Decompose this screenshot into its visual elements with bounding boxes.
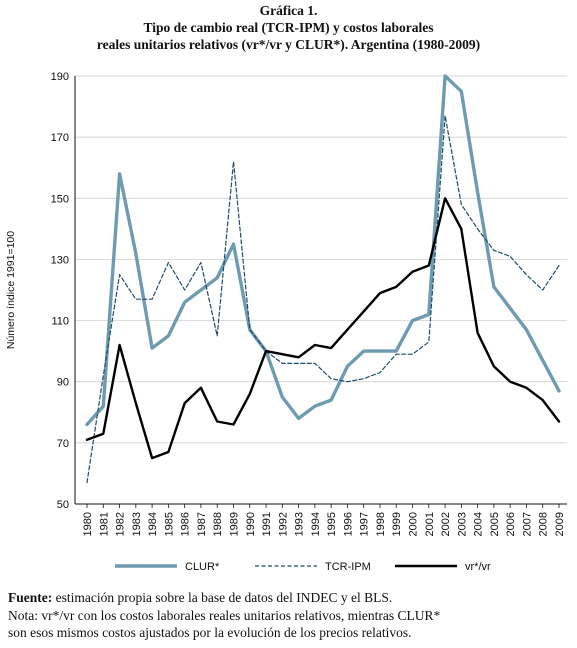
x-tick-label: 1989 [228,512,240,536]
chart-notes: Fuente: estimación propia sobre la base … [8,589,573,642]
x-tick-label: 1986 [180,512,192,536]
x-tick-label: 1984 [147,512,159,536]
series-line-1 [86,115,560,484]
y-tick-label: 70 [57,438,69,450]
y-tick-labels: 50 70 90 110 130 150 170 190 [51,71,69,511]
series-line-2 [85,197,561,460]
x-tick-label: 1987 [196,512,208,536]
x-tick-label: 1985 [163,512,175,536]
x-tick-label: 2008 [538,512,550,536]
axes [74,76,567,505]
x-tick-label: 1998 [375,512,387,536]
series-line-0 [85,74,561,427]
source-text: estimación propia sobre la base de datos… [55,590,393,605]
x-tick-label: 1991 [261,512,273,536]
x-tick-label: 2006 [505,512,517,536]
x-tick-label: 2002 [440,512,452,536]
y-tick-label: 90 [57,377,69,389]
legend-label-2: vr*/vr [465,561,491,573]
x-tick-label: 2001 [424,512,436,536]
x-tick-label: 1988 [212,512,224,536]
y-tick-label: 110 [51,316,69,328]
source-note: Fuente: estimación propia sobre la base … [8,589,573,607]
x-tick-label: 1992 [277,512,289,536]
series-lines [85,74,561,484]
legend-label-0: CLUR* [185,561,220,573]
x-tick-label: 1990 [245,512,257,536]
x-tick-labels: 1980 1981 1982 1983 1984 1985 1986 1987 1988 1989… [82,504,566,536]
legend-label-1: TCR-IPM [325,561,371,573]
title-line-2: reales unitarios relativos (vr*/vr y CLU… [96,37,481,52]
figure-label: Gráfica 1. [259,3,318,18]
x-tick-label: 2009 [554,512,566,536]
y-tick-label: 50 [57,499,69,511]
legend: CLUR* TCR-IPM vr*/vr [115,561,491,573]
x-tick-label: 1994 [310,512,322,536]
x-tick-label: 1995 [326,512,338,536]
x-tick-label: 1981 [98,512,110,536]
x-tick-label: 1996 [342,512,354,536]
y-tick-label: 190 [51,71,69,83]
note-line-1: Nota: vr*/vr con los costos laborales re… [8,607,441,623]
x-tick-label: 1999 [391,512,403,536]
x-tick-label: 2005 [489,512,501,536]
y-tick-label: 150 [51,193,69,205]
title-line-1: Tipo de cambio real (TCR-IPM) y costos l… [143,20,434,35]
gridlines [75,75,567,444]
chart-title-block: Gráfica 1. Tipo de cambio real (TCR-IPM)… [0,2,577,53]
x-tick-label: 1993 [294,512,306,536]
x-tick-label: 2004 [473,512,485,536]
x-tick-label: 2003 [456,512,468,536]
x-tick-label: 2007 [521,512,533,536]
x-tick-label: 1983 [131,512,143,536]
y-tick-label: 130 [51,254,69,266]
y-axis-label: Número índice 1991=100 [5,231,17,349]
source-label: Fuente: [8,590,53,605]
note-line-2: son esos mismos costos ajustados por la … [8,625,412,640]
x-tick-label: 1997 [359,512,371,536]
x-tick-label: 1982 [115,512,127,536]
x-tick-label: 1980 [82,512,94,536]
y-tick-label: 170 [51,132,69,144]
x-tick-label: 2000 [408,512,420,536]
